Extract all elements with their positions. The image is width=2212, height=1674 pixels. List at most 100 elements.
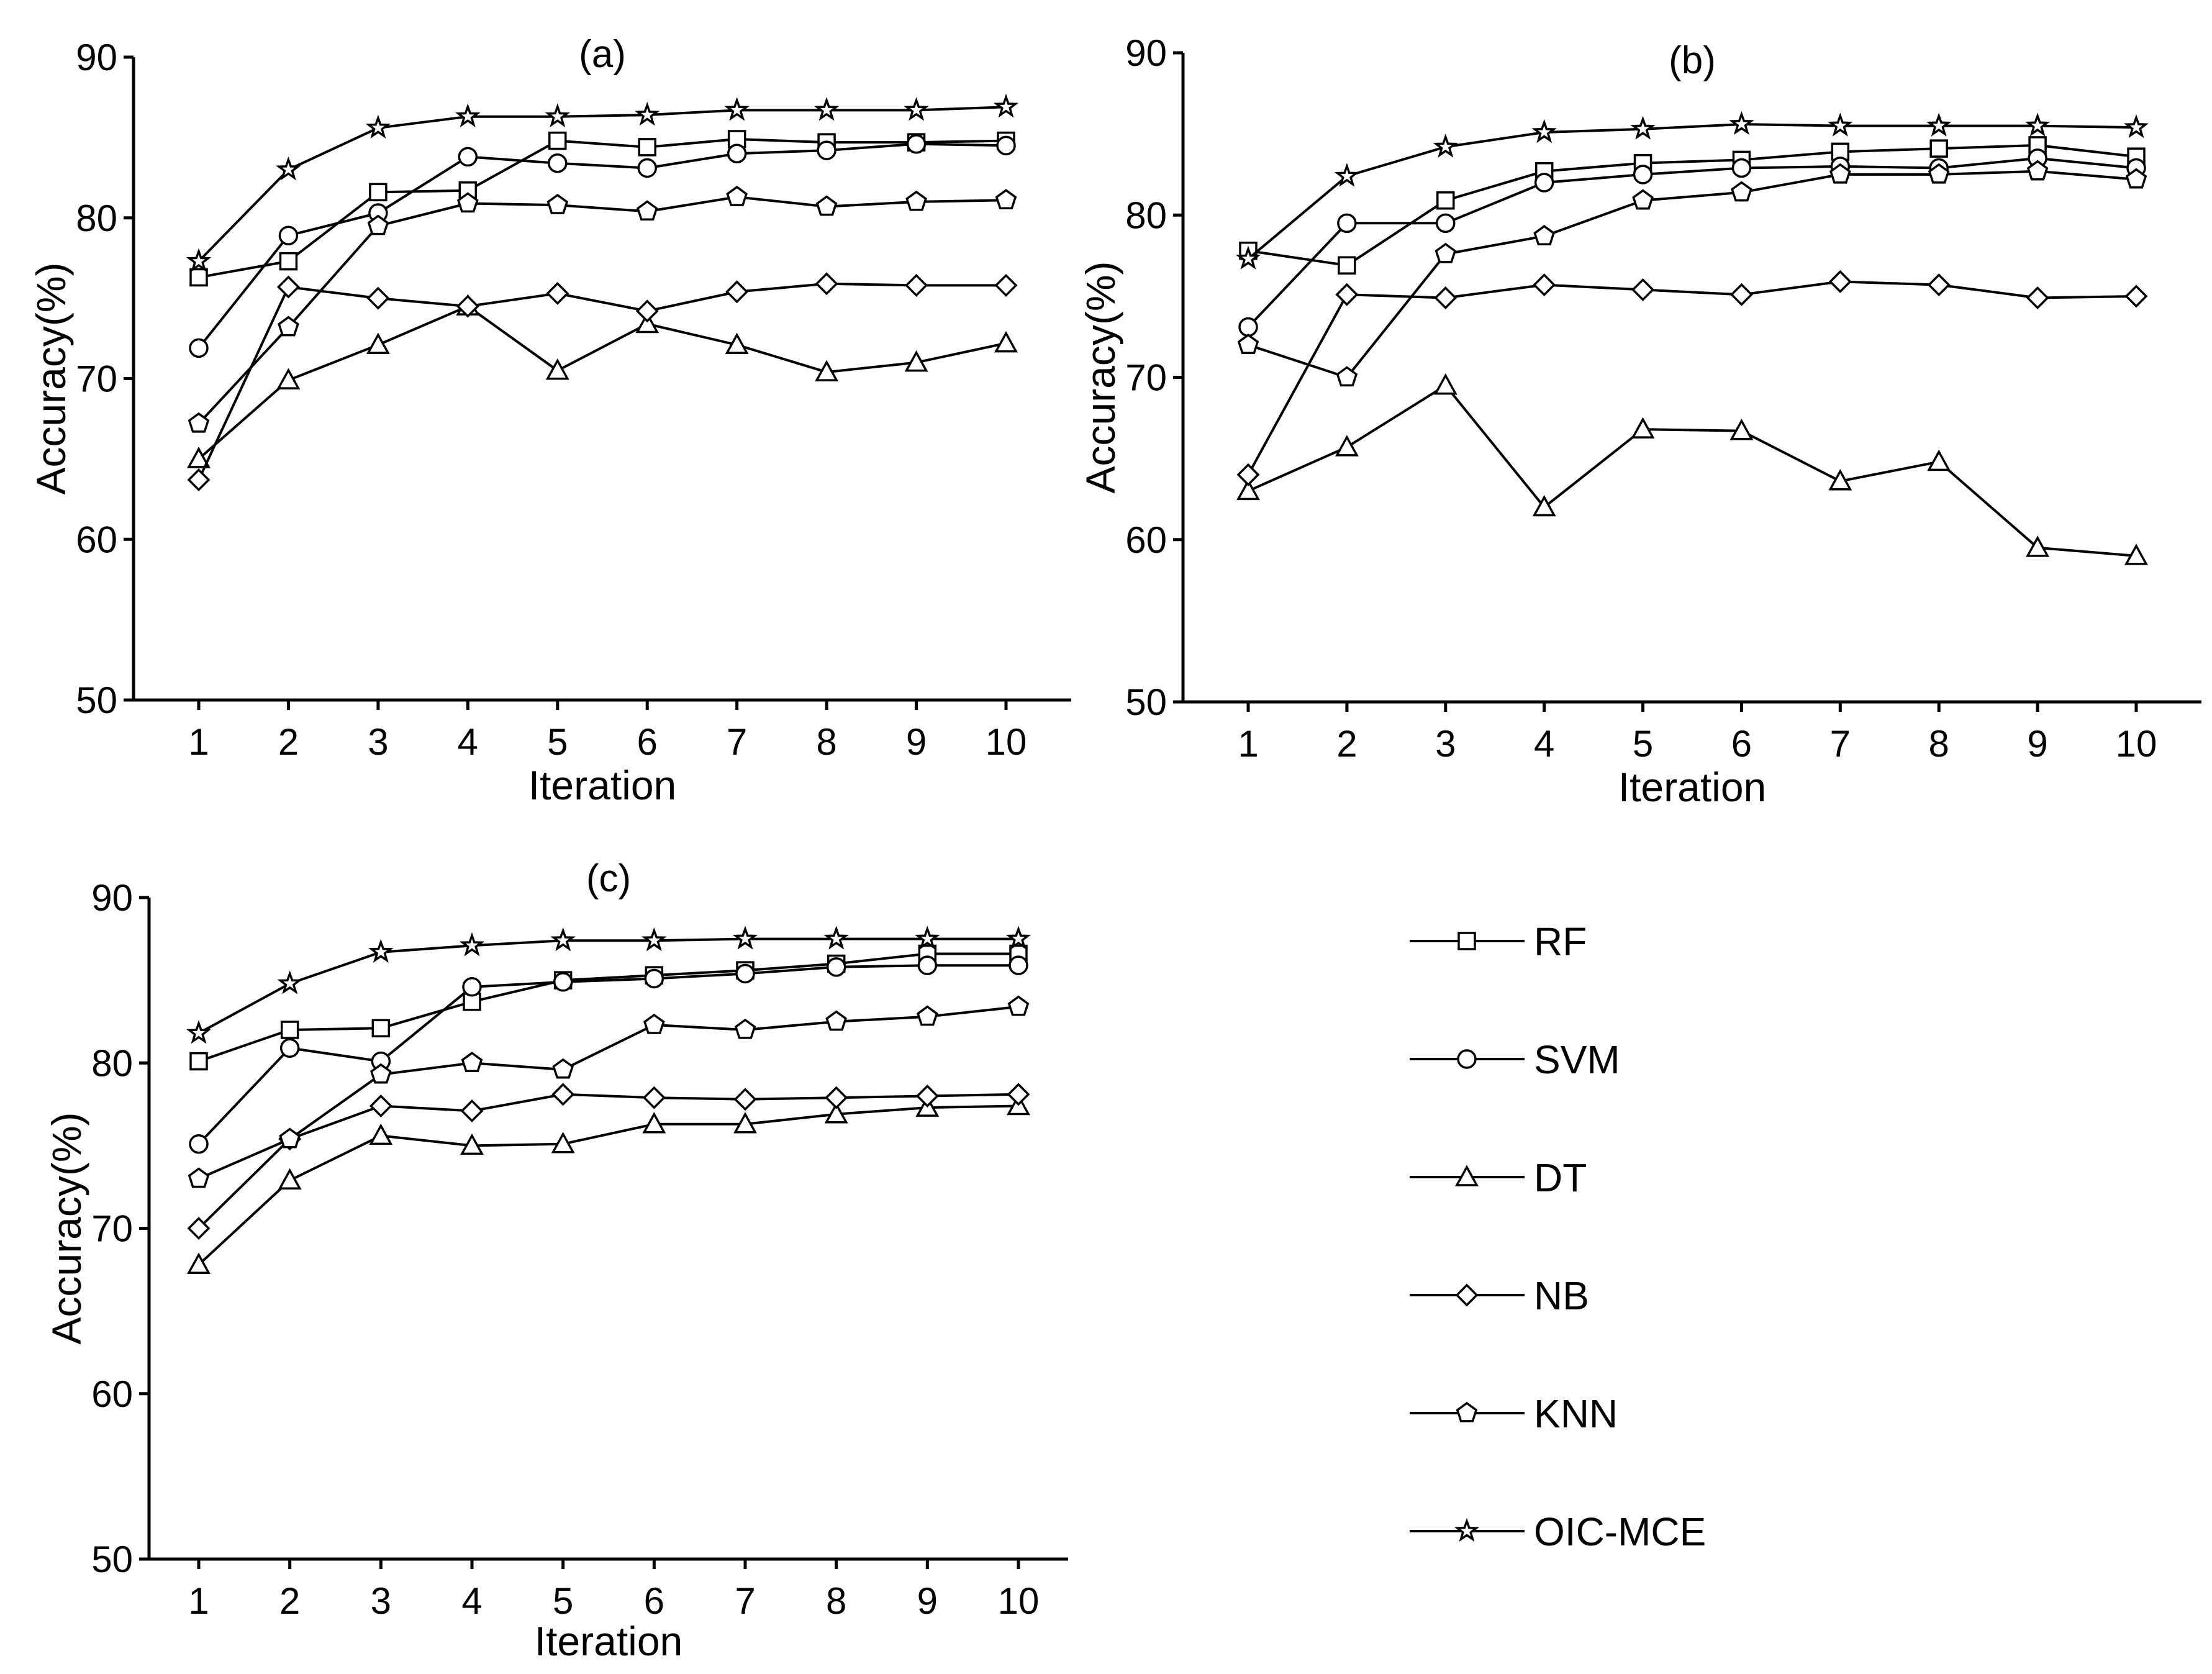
legend-marker [1456,1401,1478,1422]
x-tick-label: 1 [188,721,209,763]
series-svm [189,134,1016,358]
x-tick-label: 7 [727,721,747,763]
y-axis-title: Accuracy(%) [43,1112,89,1344]
y-axis-title: Accuracy(%) [1077,261,1123,493]
legend-entry-knn: KNN [1410,1391,1618,1436]
y-tick-label: 60 [91,1373,133,1415]
data-point [636,200,658,221]
data-point [1337,213,1357,234]
data-point [546,193,569,214]
data-point [186,1020,212,1044]
data-point [1729,283,1753,306]
y-tick-label: 80 [1125,194,1167,236]
data-point [642,1086,666,1109]
data-point [994,273,1018,297]
data-point [187,1252,211,1274]
data-point [1007,1083,1030,1106]
data-point [1005,926,1031,950]
data-point [188,412,210,433]
data-point [641,927,667,952]
data-point [2124,284,2148,308]
legend-entry-nb: NB [1410,1273,1589,1318]
data-point [1009,955,1028,975]
data-point [1235,245,1261,270]
data-point [732,926,758,950]
data-point [189,268,208,287]
data-point [1433,373,1457,395]
data-point [1338,256,1356,275]
data-point [725,332,749,354]
data-point [824,1102,848,1124]
data-point [187,1217,211,1240]
data-point [644,968,664,989]
data-point [279,252,298,271]
data-point [1926,112,1952,137]
x-tick-label: 10 [998,1580,1040,1622]
data-point [367,214,389,235]
data-point [1633,165,1653,184]
chart-panels: 50 60 70 80 90 1 2 3 4 5 6 7 8 9 10 Iteration Accuracy(%… [28,32,2201,1664]
data-point [638,138,656,157]
data-point [370,1063,392,1084]
data-point [2123,114,2149,139]
data-point [545,358,569,380]
data-point [817,140,836,160]
x-tick-label: 8 [826,1580,846,1622]
data-point [996,135,1016,156]
chart-panel-b: 50 60 70 80 90 1 2 3 4 5 6 7 8 9 10 Iteration Accuracy(%… [1077,32,2201,810]
data-point [550,927,576,952]
series-line [1248,384,2137,557]
x-tick-label: 10 [2116,723,2157,765]
data-point [726,185,748,206]
data-point [1336,366,1358,387]
data-point [815,272,838,296]
data-point [905,190,927,211]
data-point [460,1133,484,1155]
x-axis-title: Iteration [535,1618,682,1664]
series-knn [188,995,1030,1188]
data-point [369,183,388,202]
data-point [734,1018,756,1039]
data-point [280,1021,299,1039]
x-tick-label: 3 [371,1580,391,1622]
data-point [1927,449,1951,471]
x-tick-label: 9 [2027,723,2047,765]
data-point [1335,435,1359,457]
data-point [1532,494,1556,517]
panel-title: (a) [579,33,626,76]
data-point [1828,469,1852,491]
data-point [915,926,940,950]
data-point [1928,163,1950,184]
data-point [1533,225,1555,245]
data-point [1729,419,1754,440]
data-point [823,926,849,950]
data-point [906,134,927,154]
legend-label: DT [1534,1155,1587,1200]
data-point [1631,278,1655,301]
x-tick-label: 5 [547,721,568,763]
series-dt [1236,373,2148,565]
y-tick-label: 60 [1125,519,1167,561]
series-line [198,1005,1019,1180]
data-point [2026,286,2049,309]
data-point [635,299,659,323]
data-point [279,1038,300,1058]
data-point [727,143,747,163]
data-point [455,103,481,127]
data-point [904,97,929,121]
data-point [733,1112,757,1134]
data-point [1533,273,1556,297]
series-line [1247,157,2137,328]
legend-label: RF [1534,919,1587,964]
series-line [1247,123,2137,260]
data-point [553,972,573,992]
data-point [725,280,749,304]
data-point [186,248,212,272]
data-point [278,225,299,245]
data-point [462,977,482,997]
series-knn [188,185,1017,433]
data-point [277,970,302,994]
legend-entry-rf: RF [1410,919,1587,964]
